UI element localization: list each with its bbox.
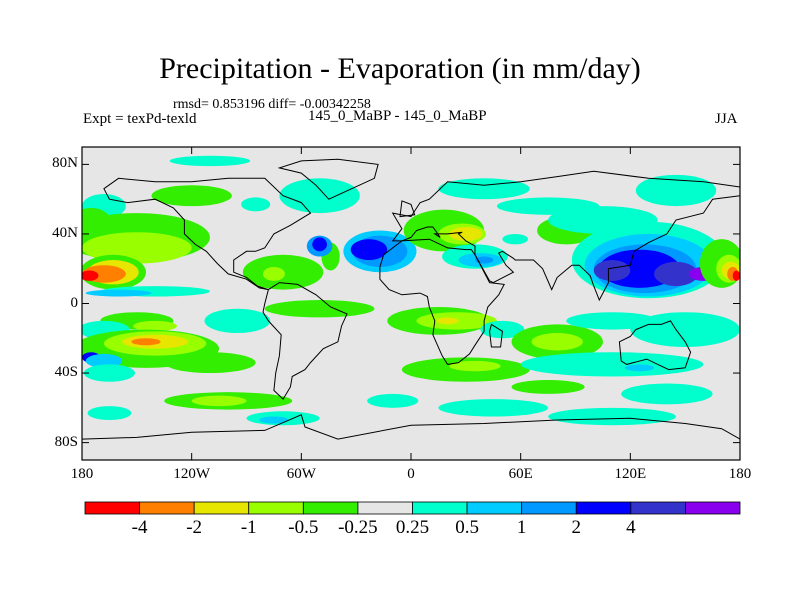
contour-region-72 <box>531 333 583 351</box>
coastline-5 <box>82 414 740 460</box>
contour-region-4 <box>635 174 717 207</box>
colorbar-label-6: 0.5 <box>455 517 479 538</box>
y-tick-label-1: 40N <box>52 224 78 241</box>
colorbar-box-10 <box>630 501 686 515</box>
contour-region-9 <box>241 197 271 212</box>
x-tick-label-5: 120E <box>614 466 647 482</box>
y-tick-label-4: 80S <box>54 433 78 450</box>
colorbar-label-0: -4 <box>131 517 148 538</box>
coastline-3 <box>379 238 505 365</box>
colorbar-label-5: 0.25 <box>395 517 430 538</box>
contour-region-47 <box>133 320 178 332</box>
contour-region-63 <box>204 308 271 334</box>
contour-region-13 <box>82 270 99 281</box>
plot-title: Precipitation - Evaporation (in mm/day) <box>159 52 641 85</box>
x-tick-label-3: 0 <box>407 466 415 482</box>
y-tick-label-3: 40S <box>54 364 78 381</box>
contour-region-56 <box>83 364 136 382</box>
colorbar-label-9: 4 <box>626 517 636 538</box>
contour-region-76 <box>624 364 655 372</box>
coastline-layer <box>82 158 740 460</box>
colorbar-box-1 <box>139 501 195 515</box>
x-tick-label-6: 180 <box>728 466 752 482</box>
colorbar-label-8: 2 <box>571 517 582 538</box>
contour-region-2 <box>279 178 360 214</box>
colorbar-label-7: 1 <box>516 517 527 538</box>
colorbar-box-3 <box>248 501 304 515</box>
coastline-0 <box>103 177 312 291</box>
contour-region-80 <box>438 399 549 417</box>
y-tick-label-0: 80N <box>52 155 78 172</box>
contour-region-27 <box>502 233 528 245</box>
stats-text: rmsd= 0.853196 diff= -0.00342258 <box>173 97 371 112</box>
colorbar-box-2 <box>193 501 250 515</box>
contour-region-8 <box>151 185 232 207</box>
contour-region-78 <box>621 383 713 405</box>
contour-region-1 <box>169 155 251 167</box>
colorbar-box-7 <box>466 501 523 515</box>
contour-region-74 <box>630 312 740 347</box>
coastline-8 <box>399 200 416 218</box>
colorbar-box-9 <box>575 501 632 515</box>
contour-region-57 <box>164 352 256 374</box>
colorbar-box-5 <box>357 501 413 515</box>
coastline-7 <box>489 323 503 348</box>
colorbar-box-0 <box>84 501 140 515</box>
contour-region-67 <box>436 317 459 325</box>
colorbar-label-1: -2 <box>186 517 203 538</box>
y-tick-label-2: 0 <box>70 294 79 311</box>
colorbar <box>84 501 741 515</box>
colorbar-label-3: -0.5 <box>288 517 319 538</box>
x-tick-label-0: 180 <box>70 466 94 482</box>
x-tick-label-4: 60E <box>508 466 533 482</box>
contour-region-3 <box>438 178 530 200</box>
season-label: JJA <box>715 111 738 127</box>
contour-region-59 <box>191 395 247 407</box>
coastline-4 <box>618 320 692 371</box>
contour-region-64 <box>264 300 375 318</box>
contour-region-81 <box>548 407 677 426</box>
contour-region-26 <box>449 226 483 241</box>
contour-region-15 <box>85 289 152 297</box>
colorbar-label-4: -0.25 <box>338 517 378 538</box>
contour-region-17 <box>262 266 285 281</box>
x-tick-label-1: 120W <box>173 466 210 482</box>
x-tick-label-2: 60W <box>286 466 316 482</box>
colorbar-label-2: -1 <box>240 517 257 538</box>
coastline-6 <box>277 158 379 200</box>
experiment-label: Expt = texPd-texld <box>83 111 197 127</box>
contour-region-62 <box>259 416 289 424</box>
colorbar-box-4 <box>302 501 359 515</box>
colorbar-box-8 <box>521 501 577 515</box>
contour-region-40 <box>474 256 494 264</box>
colorbar-box-11 <box>685 501 741 515</box>
contour-region-75 <box>520 352 704 377</box>
contour-region-79 <box>367 393 419 408</box>
contour-region-61 <box>87 406 132 421</box>
contour-region-55 <box>85 353 123 368</box>
contour-region-20 <box>312 237 327 252</box>
coastline-1 <box>262 282 348 400</box>
runs-label: 145_0_MaBP - 145_0_MaBP <box>308 108 487 124</box>
contour-region-70 <box>449 360 501 372</box>
contour-region-77 <box>511 380 585 394</box>
contour-region-23 <box>350 239 388 261</box>
coastline-2 <box>391 170 740 302</box>
contour-region-45 <box>732 270 740 281</box>
contour-region-36 <box>654 261 698 287</box>
axis-ticks <box>81 147 741 460</box>
colorbar-box-6 <box>412 501 468 515</box>
contour-region-35 <box>593 260 631 281</box>
contour-region-53 <box>131 338 161 346</box>
